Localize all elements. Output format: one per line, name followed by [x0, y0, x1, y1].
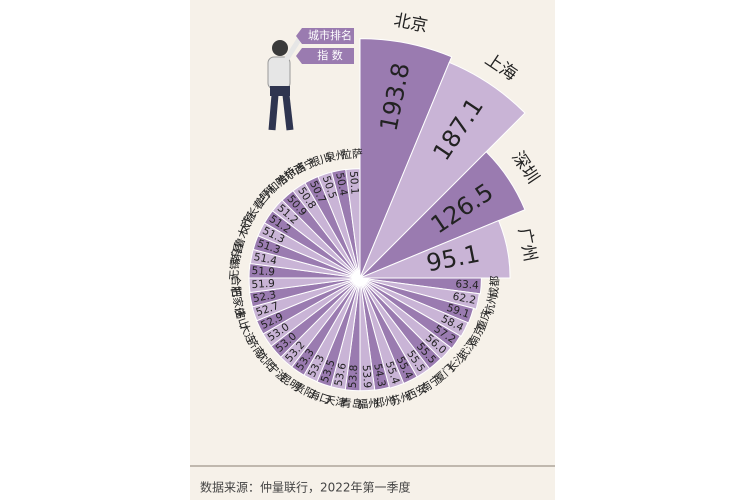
category-label: 青岛 — [340, 396, 363, 411]
category-label: 海口 — [307, 387, 332, 407]
category-label: 石家庄 — [228, 285, 248, 320]
value-label: 51.4 — [253, 251, 279, 267]
category-label: 无锡 — [227, 258, 242, 281]
category-label: 泉州 — [324, 147, 348, 165]
source-note: 数据来源：仲量联行，2022年第一季度 — [200, 480, 411, 495]
value-label: 62.2 — [452, 291, 477, 307]
legend: 城市排名 指 数 — [296, 28, 354, 64]
category-label: 拉萨 — [340, 146, 363, 161]
bar — [359, 61, 526, 279]
bar — [359, 277, 461, 350]
value-label: 63.4 — [455, 278, 479, 292]
value-label: 52.3 — [252, 289, 277, 305]
bar — [359, 219, 511, 279]
category-label: 成都 — [487, 275, 501, 298]
category-label: 合肥 — [229, 275, 244, 298]
bar — [359, 277, 405, 389]
bar — [345, 168, 361, 279]
category-label: 天津 — [323, 393, 347, 410]
bar — [359, 38, 453, 279]
category-label: 银川 — [307, 150, 332, 170]
bar — [359, 151, 526, 279]
value-label: 51.9 — [251, 265, 275, 279]
legend-label: 指 数 — [317, 48, 343, 62]
category-label: 重庆 — [473, 307, 493, 332]
figure — [267, 36, 303, 131]
value-label: 50.1 — [347, 171, 361, 195]
value-label: 54.3 — [371, 363, 387, 388]
bar — [359, 277, 469, 338]
value-label: 53.6 — [333, 362, 349, 388]
category-label: 福州 — [357, 396, 380, 411]
value-label: 53.9 — [360, 365, 374, 389]
value-label: 53.8 — [347, 364, 361, 388]
value-label: 50.4 — [333, 172, 349, 198]
category-label: 南昌 — [229, 242, 246, 266]
value-label: 51.9 — [251, 278, 275, 292]
category-label: 杭州 — [482, 292, 500, 316]
category-label: 郑州 — [372, 393, 396, 411]
legend-label: 城市排名 — [308, 28, 352, 42]
